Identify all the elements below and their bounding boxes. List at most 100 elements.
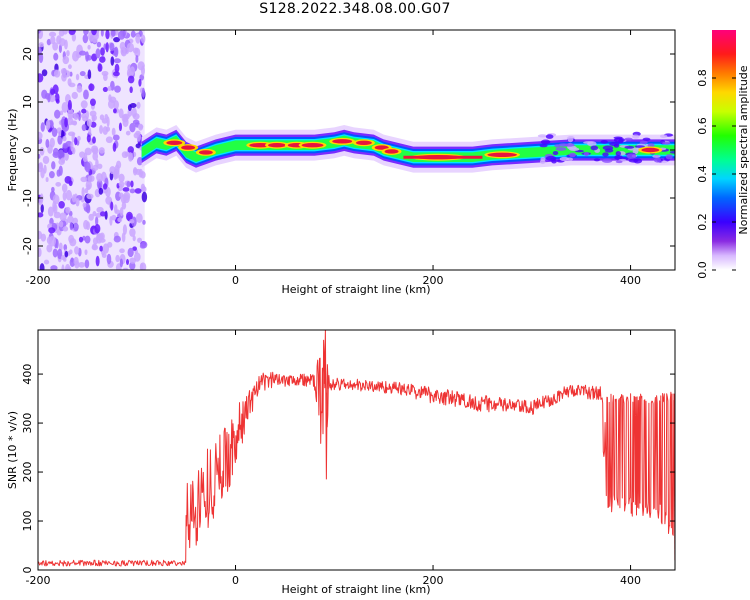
noise-speckle [140, 241, 148, 249]
noise-speckle [105, 136, 113, 144]
ridge-wide-speckle [566, 157, 574, 161]
noise-speckle [129, 86, 133, 94]
noise-speckle [58, 38, 66, 47]
spectrogram-x-tick-label: 200 [423, 274, 444, 287]
noise-speckle [48, 94, 56, 103]
noise-speckle [112, 71, 120, 77]
hotspot-red [374, 145, 389, 150]
noise-speckle [88, 213, 94, 221]
ridge-wide-speckle [555, 147, 567, 151]
spectrogram-x-ticks: -200 0 200 400 [26, 30, 641, 287]
noise-speckle [136, 157, 143, 166]
noise-speckle [67, 215, 74, 224]
noise-speckle [64, 151, 69, 161]
noise-speckle [78, 50, 87, 56]
noise-speckle [48, 235, 57, 247]
snr-spike [323, 330, 329, 480]
ridge-wide-speckle [669, 150, 675, 154]
noise-speckle [65, 206, 71, 214]
ridge-wide-speckle [614, 154, 623, 160]
noise-speckle [91, 53, 98, 62]
noise-speckle [134, 47, 141, 58]
spectrogram-y-tick-label: 0 [21, 147, 34, 154]
snr-series-line [38, 339, 675, 567]
noise-speckle [110, 30, 116, 37]
noise-speckle [76, 85, 83, 93]
noise-speckle [48, 227, 56, 234]
hotspot-red [268, 143, 286, 148]
noise-speckle [132, 246, 137, 251]
noise-speckle [129, 219, 135, 224]
snr-x-tick-label: 0 [232, 574, 239, 587]
colorbar-tick-label: 0.4 [696, 165, 709, 183]
ridge-wide-speckle [628, 158, 639, 163]
noise-speckle [72, 222, 79, 232]
noise-speckle [119, 207, 124, 217]
noise-speckle [60, 68, 67, 75]
noise-speckle [118, 181, 125, 188]
noise-speckle [86, 134, 91, 143]
noise-speckle [101, 70, 109, 77]
noise-speckle [133, 168, 139, 174]
noise-speckle [80, 113, 87, 119]
hotspot-red [487, 152, 518, 157]
noise-speckle [52, 248, 58, 258]
noise-speckle [110, 56, 115, 66]
ridge-wide-speckle [567, 137, 574, 143]
noise-speckle [99, 232, 105, 241]
noise-speckle [48, 31, 57, 37]
snr-frame [37, 329, 676, 571]
noise-speckle [84, 161, 91, 173]
noise-speckle [71, 91, 78, 100]
noise-speckle [45, 119, 51, 131]
noise-speckle [45, 177, 49, 183]
noise-speckle [89, 110, 97, 117]
ridge-wide-speckle [569, 147, 580, 151]
noise-speckle [52, 194, 60, 205]
noise-speckle [141, 191, 148, 203]
ridge-wide-band [537, 131, 675, 165]
noise-speckle [113, 235, 121, 243]
noise-speckle [122, 187, 130, 192]
noise-speckle [87, 44, 91, 50]
noise-speckle [46, 38, 52, 46]
noise-speckle [96, 41, 102, 48]
noise-speckle [58, 165, 63, 176]
ridge-wide-speckle [540, 157, 546, 162]
ridge-wide-speckle [604, 148, 614, 153]
noise-speckle [92, 211, 97, 217]
noise-speckle [38, 212, 44, 218]
noise-speckle [140, 183, 146, 192]
noise-speckle [66, 266, 72, 270]
noise-speckle [127, 146, 134, 154]
noise-speckle [113, 58, 122, 64]
noise-speckle [82, 202, 87, 208]
noise-speckle [39, 263, 45, 270]
hotspot-red [332, 139, 353, 144]
noise-speckle [50, 36, 56, 45]
noise-speckle [82, 33, 89, 44]
noise-speckle [122, 113, 130, 120]
ridge-wide-speckle [639, 140, 648, 145]
noise-speckle [38, 42, 44, 48]
noise-speckle [60, 255, 66, 261]
noise-speckle [84, 235, 91, 244]
noise-speckle [64, 117, 68, 128]
ridge-wide-speckle [652, 155, 661, 158]
noise-speckle [114, 63, 120, 74]
noise-speckle [137, 237, 143, 243]
noise-speckle [58, 159, 65, 165]
noise-speckle [113, 204, 118, 214]
ridge-wide-speckle [624, 137, 633, 141]
noise-speckle [50, 88, 56, 95]
noise-speckle [126, 181, 131, 188]
noise-speckle [110, 201, 114, 211]
snr-plot-area [38, 330, 675, 567]
hotspot-red [249, 143, 272, 148]
noise-speckle [71, 147, 76, 155]
noise-speckle [84, 259, 90, 269]
noise-speckle [96, 206, 104, 213]
noise-speckle [92, 136, 96, 144]
ridge-wide-speckle [660, 134, 668, 139]
noise-speckle [83, 152, 88, 160]
